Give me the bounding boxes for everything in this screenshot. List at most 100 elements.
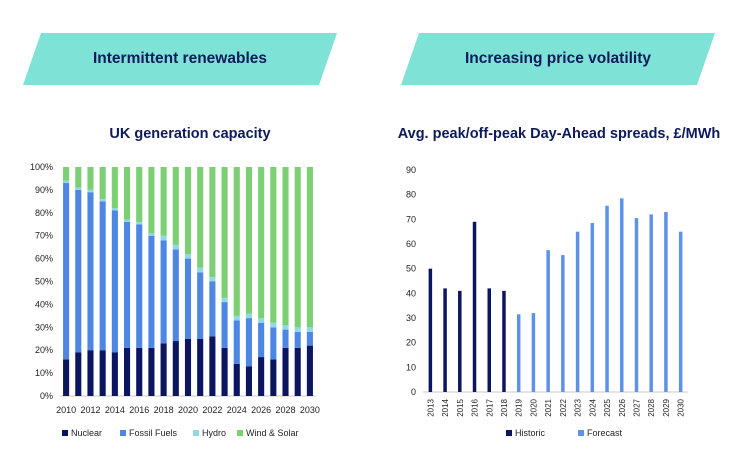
bar-nuclear-2010 — [63, 359, 70, 396]
bar-hydro-2016 — [136, 221, 143, 225]
legend-label-historic: Historic — [515, 428, 546, 438]
bar-historic-2018 — [502, 290, 506, 392]
bar-nuclear-2026 — [258, 357, 265, 396]
y-tick-label: 20 — [406, 338, 416, 348]
legend-swatch-wind-solar — [237, 430, 243, 436]
y-tick-label: 10% — [35, 368, 53, 378]
bar-nuclear-2021 — [197, 338, 204, 396]
bar-historic-2015 — [458, 290, 462, 392]
banner-shape — [401, 33, 715, 85]
y-tick-label: 40% — [35, 299, 53, 309]
bar-nuclear-2015 — [124, 347, 131, 396]
x-tick-label: 2024 — [588, 398, 597, 416]
bar-hydro-2010 — [63, 180, 70, 184]
bar-forecast-2022 — [561, 255, 565, 392]
bar-nuclear-2022 — [209, 336, 216, 396]
bar-nuclear-2030 — [306, 345, 313, 396]
bar-nuclear-2013 — [99, 350, 106, 396]
bar-wind-solar-2013 — [99, 167, 106, 200]
bar-hydro-2022 — [209, 276, 216, 282]
bar-wind-solar-2020 — [184, 167, 192, 255]
banner-increasing-price-volatility: Increasing price volatility — [401, 33, 715, 85]
bar-fossil-fuels-2028 — [282, 329, 289, 348]
x-tick-label: 2025 — [603, 398, 612, 416]
bar-wind-solar-2017 — [148, 167, 155, 234]
legend-label-wind-solar: Wind & Solar — [246, 428, 299, 438]
legend-swatch-fossil-fuels — [120, 430, 126, 436]
banner-title: Increasing price volatility — [464, 50, 652, 67]
bar-fossil-fuels-2018 — [160, 240, 167, 344]
bar-fossil-fuels-2027 — [270, 327, 277, 360]
x-tick-label: 2012 — [80, 405, 100, 415]
bar-fossil-fuels-2017 — [148, 235, 155, 348]
bar-nuclear-2027 — [270, 359, 277, 396]
x-tick-label: 2016 — [471, 398, 480, 416]
x-tick-label: 2017 — [485, 398, 494, 416]
bar-hydro-2027 — [270, 322, 277, 328]
bar-wind-solar-2024 — [233, 167, 240, 316]
x-tick-label: 2018 — [500, 398, 509, 416]
legend-swatch-hydro — [193, 430, 199, 436]
bar-fossil-fuels-2024 — [233, 320, 240, 364]
bar-nuclear-2018 — [160, 343, 167, 396]
bar-hydro-2023 — [221, 297, 228, 303]
banner-intermittent-renewables: Intermittent renewables — [23, 33, 337, 85]
bar-hydro-2011 — [75, 187, 82, 190]
bar-nuclear-2025 — [245, 366, 252, 396]
bar-hydro-2018 — [160, 235, 167, 241]
x-tick-label: 2016 — [129, 405, 149, 415]
x-tick-label: 2030 — [677, 398, 686, 416]
bar-fossil-fuels-2023 — [221, 302, 228, 348]
bar-forecast-2029 — [664, 211, 668, 392]
chart-title-day-ahead-spreads: Avg. peak/off-peak Day-Ahead spreads, £/… — [397, 126, 721, 142]
bar-nuclear-2020 — [184, 338, 192, 396]
bar-forecast-2024 — [590, 223, 595, 392]
bar-wind-solar-2026 — [258, 167, 265, 319]
bar-nuclear-2017 — [148, 347, 155, 396]
bar-nuclear-2024 — [233, 363, 240, 396]
bar-wind-solar-2023 — [221, 167, 228, 298]
bar-forecast-2027 — [634, 218, 639, 392]
bar-forecast-2020 — [531, 313, 536, 392]
bar-wind-solar-2015 — [124, 167, 131, 220]
bar-nuclear-2023 — [221, 347, 228, 396]
x-tick-label: 2026 — [618, 398, 627, 416]
legend-swatch-forecast — [578, 430, 584, 436]
bar-nuclear-2029 — [294, 347, 301, 396]
bar-nuclear-2019 — [172, 341, 179, 396]
bar-hydro-2012 — [87, 189, 94, 193]
chart-title-generation-capacity: UK generation capacity — [109, 126, 271, 142]
bar-wind-solar-2027 — [270, 167, 277, 323]
bar-forecast-2019 — [516, 314, 521, 392]
bar-wind-solar-2021 — [197, 167, 204, 268]
bar-hydro-2029 — [294, 327, 301, 332]
generation-capacity-chart: 0% 10% 20% 30% 40% 50% 60% 70% 80% 90% 100% 2010 201… — [30, 162, 320, 438]
y-tick-label: 50% — [35, 277, 53, 287]
bar-hydro-2014 — [111, 208, 118, 211]
bar-wind-solar-2012 — [87, 167, 94, 190]
y-tick-label: 90 — [406, 165, 416, 175]
x-tick-label: 2022 — [202, 405, 222, 415]
y-tick-label: 40 — [406, 288, 416, 298]
bar-hydro-2024 — [233, 315, 240, 321]
legend-label-nuclear: Nuclear — [71, 428, 102, 438]
bar-wind-solar-2029 — [294, 167, 301, 328]
bar-hydro-2021 — [197, 267, 204, 273]
bar-fossil-fuels-2029 — [294, 331, 301, 348]
y-tick-label: 70% — [35, 231, 53, 241]
x-tick-label: 2010 — [56, 405, 76, 415]
bar-fossil-fuels-2011 — [75, 189, 82, 353]
y-tick-label: 50 — [406, 264, 416, 274]
banner-title: Intermittent renewables — [93, 50, 267, 67]
y-tick-label: 60% — [35, 254, 53, 264]
bar-hydro-2028 — [282, 325, 289, 330]
x-tick-label: 2018 — [154, 405, 174, 415]
x-tick-label: 2020 — [178, 405, 198, 415]
y-tick-label: 30 — [406, 313, 416, 323]
bar-fossil-fuels-2014 — [111, 210, 118, 353]
bar-wind-solar-2025 — [245, 167, 252, 314]
x-tick-label: 2021 — [544, 398, 553, 416]
bar-hydro-2017 — [148, 233, 155, 236]
bar-wind-solar-2010 — [63, 167, 70, 181]
bar-hydro-2025 — [245, 313, 252, 319]
